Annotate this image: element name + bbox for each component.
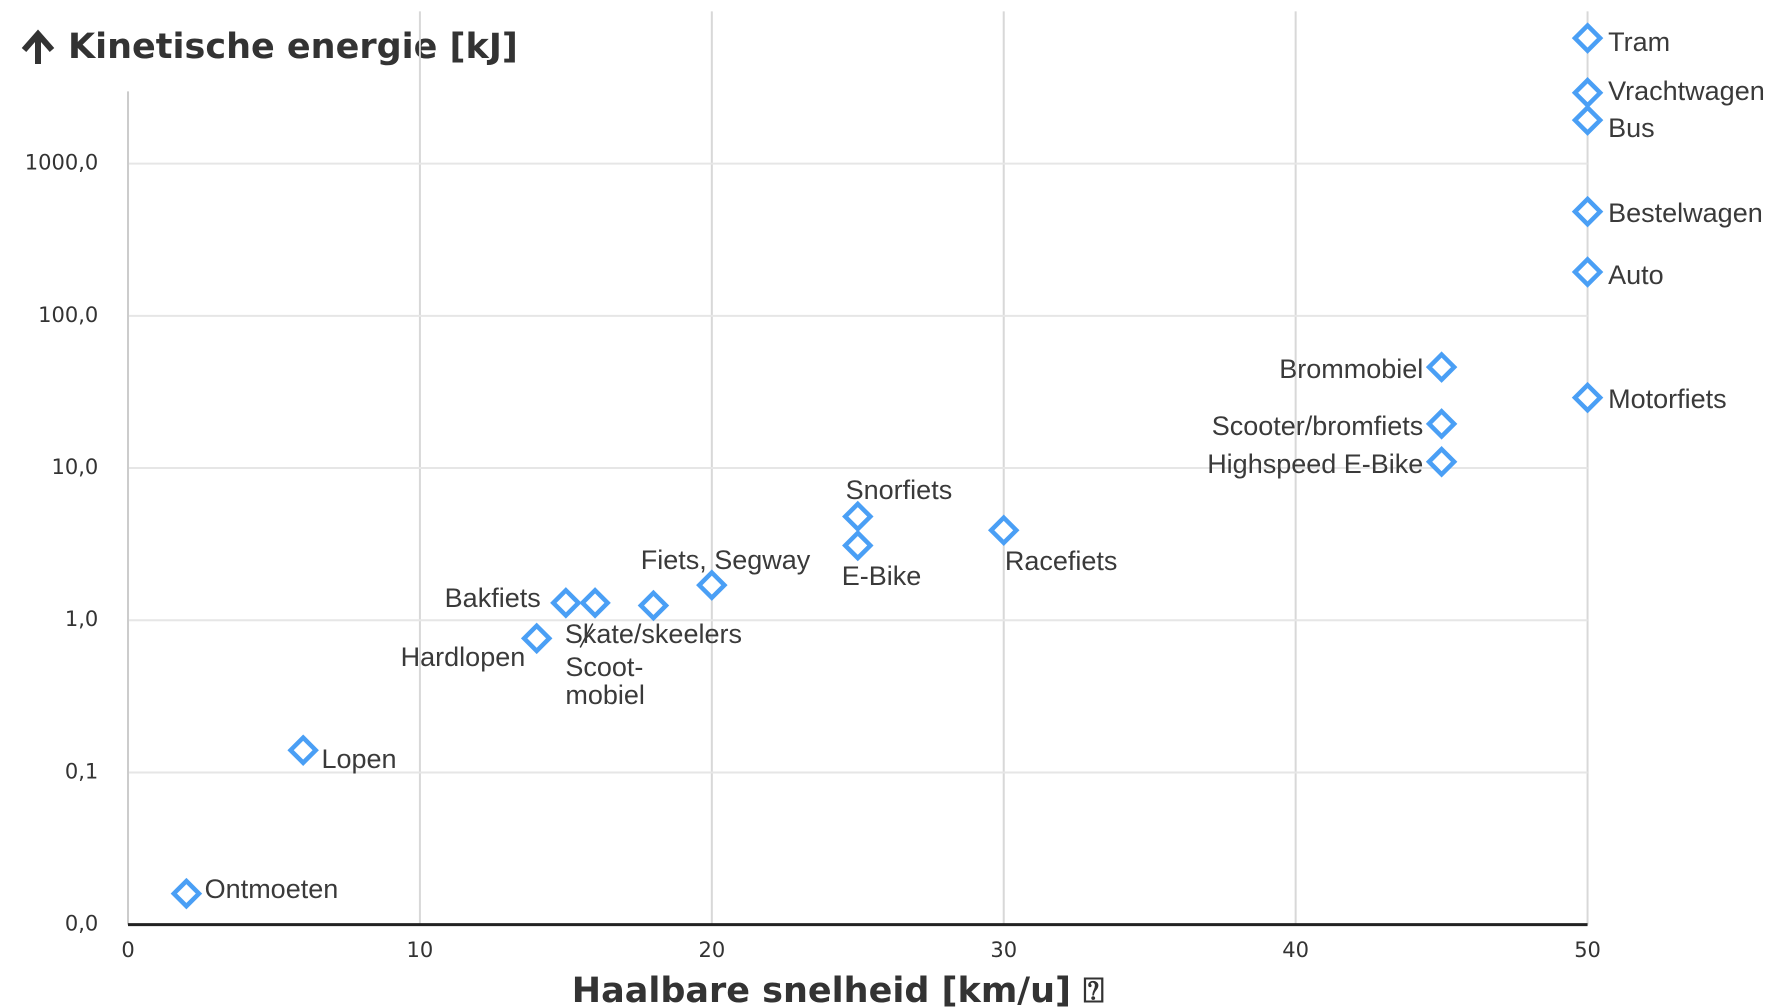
x-tick-label: 10 (407, 938, 434, 962)
point (579, 587, 611, 619)
point (842, 529, 874, 562)
point-label: Brommobiel (1279, 354, 1424, 385)
arrow-icon (21, 29, 55, 64)
point-label: Bakfiets (444, 583, 541, 614)
y-tick-label: 1,0 (65, 607, 98, 631)
point (1571, 195, 1604, 228)
point-label: Bus (1608, 113, 1655, 144)
point (696, 569, 728, 601)
y-tick-label: 1000,0 (25, 151, 98, 175)
point (520, 622, 553, 655)
point (550, 587, 582, 619)
x-tick-label: 20 (698, 938, 725, 962)
point (170, 877, 203, 910)
point (1571, 77, 1604, 109)
point-label: Scoot- mobiel (565, 651, 645, 710)
chart-title: Kinetische energie [kJ] (68, 27, 518, 67)
point (987, 514, 1020, 547)
point (1571, 22, 1604, 54)
point-label: Fiets, Segway (640, 545, 811, 576)
point (1425, 408, 1458, 440)
x-tick-label: 50 (1574, 938, 1601, 962)
point-label: Motorfiets (1608, 383, 1727, 414)
point (1425, 445, 1458, 478)
point (1571, 381, 1604, 414)
point-label: Hardlopen (400, 641, 526, 672)
point (1571, 104, 1604, 136)
point-label: E-Bike (841, 561, 922, 592)
x-tick-label: 40 (1282, 938, 1309, 962)
point (1571, 256, 1604, 288)
point-label: Skate/skeelers (564, 619, 742, 650)
point-label: Tram (1608, 26, 1671, 57)
y-tick-label: 100,0 (38, 303, 98, 327)
point-label: Ontmoeten (204, 874, 339, 904)
x-tick-label: 0 (121, 938, 134, 962)
x-tick-label: 30 (990, 938, 1017, 962)
point-label: Vrachtwagen (1608, 75, 1765, 106)
x-axis-title: Haalbare snelheid [km/u] ⍰ (572, 971, 1104, 1007)
leader-line (579, 623, 594, 648)
point-label: Auto (1608, 260, 1664, 291)
point-label: Bestelwagen (1608, 197, 1763, 228)
point (1425, 351, 1458, 383)
point (287, 734, 319, 766)
point (637, 589, 670, 622)
point-label: Scooter/bromfiets (1211, 411, 1424, 442)
y-tick-label: 0,1 (65, 759, 98, 783)
y-tick-label: 10,0 (52, 455, 99, 479)
point-label: Snorfiets (845, 475, 953, 506)
point-label: Racefiets (1004, 546, 1118, 577)
y-tick-label: 0,0 (65, 912, 98, 936)
point (842, 500, 874, 533)
point-label: Lopen (321, 744, 397, 775)
point-label: Highspeed E-Bike (1207, 449, 1424, 480)
